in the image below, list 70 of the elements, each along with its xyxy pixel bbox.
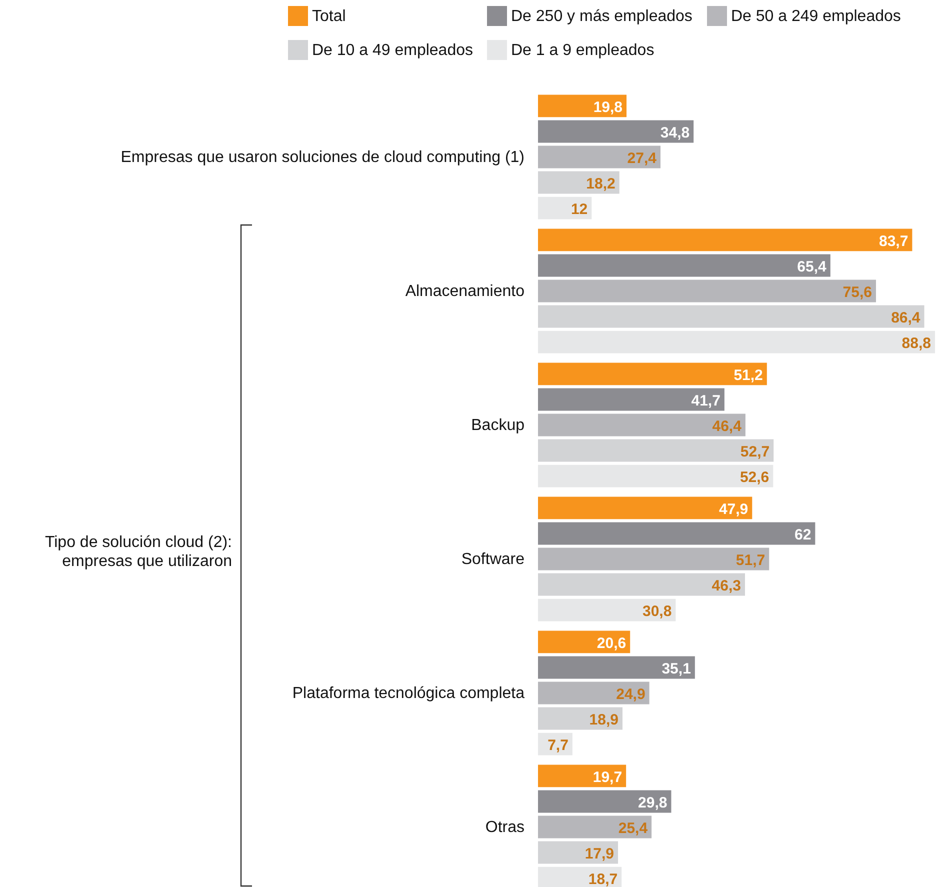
data-label: 75,6: [842, 284, 872, 301]
bar: [538, 548, 770, 570]
legend-label: De 10 a 49 empleados: [312, 42, 473, 59]
bar: [538, 254, 830, 277]
bar: [538, 146, 660, 168]
data-label: 35,1: [662, 660, 691, 678]
data-label: 65,4: [797, 258, 828, 276]
data-label: 62: [794, 526, 812, 544]
bar: [538, 196, 592, 220]
bar: [538, 305, 924, 328]
legend-label: De 250 y más empleados: [511, 8, 692, 25]
data-label: 52,7: [740, 444, 770, 461]
data-label: 34,8: [660, 124, 690, 142]
data-label: 88,8: [902, 335, 931, 352]
y-tick-label: Backup: [471, 417, 525, 434]
bar: [538, 496, 752, 520]
bar: [538, 330, 935, 354]
text: Tipo de solución cloud (2): empresas que utilizaron: [44, 533, 232, 571]
data-label: 46,4: [712, 418, 742, 435]
data-label: 47,9: [718, 500, 748, 518]
bar: [538, 171, 620, 194]
bar: [538, 682, 650, 704]
bar: [538, 522, 816, 545]
data-label: 19,7: [592, 768, 622, 786]
y-tick-label: Plataforma tecnológica completa: [292, 685, 525, 702]
data-label: 7,7: [548, 737, 568, 754]
bar: [538, 120, 694, 143]
data-label: 25,4: [618, 820, 648, 837]
bar: [538, 414, 746, 436]
bar: [538, 94, 627, 118]
bar: [538, 280, 876, 302]
bar: [538, 764, 626, 788]
data-label: 18,2: [586, 176, 616, 193]
data-label: 41,7: [691, 392, 720, 410]
bar: [538, 598, 676, 622]
data-label: 29,8: [638, 794, 668, 812]
data-label: 17,9: [584, 846, 614, 863]
y-tick-label: Almacenamiento: [405, 283, 525, 300]
bar: [538, 228, 912, 252]
data-label: 83,7: [878, 232, 908, 250]
bar: [538, 573, 745, 596]
data-label: 27,4: [627, 150, 658, 167]
bar: [538, 439, 774, 462]
bar: [538, 841, 618, 864]
data-label: 24,9: [616, 686, 646, 703]
bar: [538, 388, 724, 411]
y-tick-label: Empresas que usaron soluciones de cloud computing (1): [120, 149, 524, 166]
bar: [538, 362, 767, 386]
y-tick-label: Otras: [485, 819, 524, 836]
data-label: 46,3: [712, 578, 741, 595]
data-label: 18,9: [589, 712, 618, 729]
data-label: 12: [570, 201, 588, 218]
data-label: 51,7: [736, 552, 766, 569]
bar: [538, 656, 695, 679]
data-label: 30,8: [642, 603, 672, 620]
bar: [538, 464, 774, 488]
legend-label: De 50 a 249 empleados: [731, 8, 901, 25]
y-tick-label: Software: [461, 551, 525, 568]
data-label: 86,4: [891, 310, 921, 327]
bar: [538, 630, 630, 654]
bar: [538, 816, 652, 838]
data-label: 20,6: [596, 634, 626, 652]
legend-label: De 1 a 9 empleados: [511, 42, 654, 59]
data-label: 52,6: [740, 469, 770, 486]
bar: [538, 790, 672, 813]
data-label: 18,7: [588, 871, 618, 887]
data-label: 51,2: [734, 366, 763, 384]
bar: [538, 707, 622, 730]
data-label: 19,8: [593, 98, 623, 116]
legend-label: Total: [312, 8, 346, 25]
